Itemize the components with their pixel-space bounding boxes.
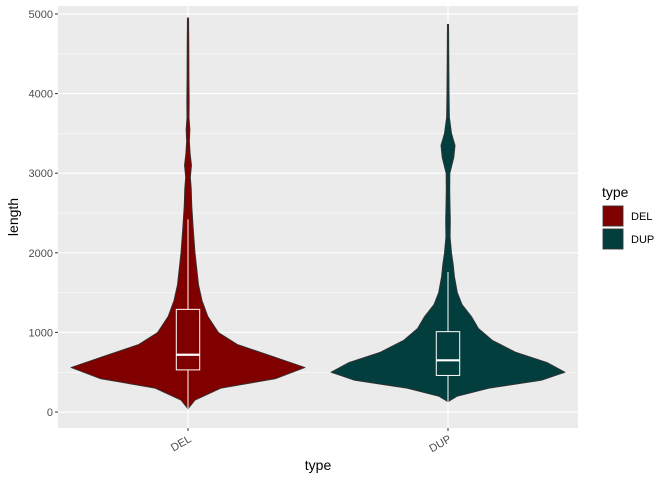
box-dup	[435, 331, 461, 376]
y-tick-label: 3000	[29, 168, 53, 180]
legend-swatch-dup	[602, 228, 624, 250]
legend-title: type	[602, 184, 629, 200]
y-tick-label: 2000	[29, 248, 53, 260]
y-axis: 0 1000 2000 3000 4000 5000	[29, 9, 58, 419]
x-axis: DEL DUP	[169, 428, 454, 455]
legend-label-del: DEL	[631, 211, 652, 223]
x-axis-title: type	[305, 457, 332, 473]
x-tick-label: DUP	[427, 433, 453, 455]
legend-label-dup: DUP	[631, 234, 654, 246]
violins	[70, 17, 566, 410]
x-tick-label: DEL	[169, 433, 194, 454]
y-tick-label: 1000	[29, 327, 53, 339]
y-tick-label: 5000	[29, 9, 53, 21]
violin-dup	[330, 23, 566, 403]
legend: type DEL DUP	[602, 184, 654, 250]
grid-major	[58, 6, 578, 428]
legend-entries: DEL DUP	[602, 205, 654, 250]
y-tick-label: 4000	[29, 89, 53, 101]
boxplots	[175, 219, 461, 409]
violin-del	[70, 17, 306, 410]
y-tick-label: 0	[47, 407, 53, 419]
box-del	[175, 308, 201, 371]
y-axis-title: length	[5, 198, 21, 236]
legend-swatch-del	[602, 205, 624, 227]
